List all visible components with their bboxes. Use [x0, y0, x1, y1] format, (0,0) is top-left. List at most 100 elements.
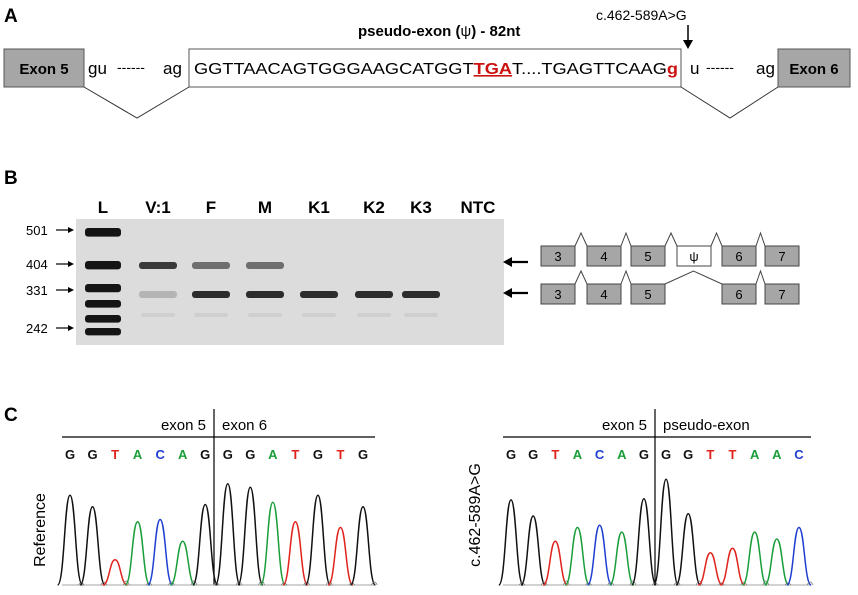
lower-product-arrowhead [503, 288, 512, 298]
panel-b: B L V:1 F M K1 K2 K3 NTC 501 404 331 242 3 4 5 ψ 6 7 3 4… [4, 168, 800, 345]
trace-noise [762, 580, 770, 586]
trace-noise [235, 581, 243, 586]
base-call-letter: G [313, 447, 323, 462]
trace-peak [56, 494, 84, 586]
base-call-letter: A [573, 447, 583, 462]
pseudo-exon-title: pseudo-exon (ψ) - 82nt [358, 23, 520, 40]
band-faint [194, 313, 228, 317]
trace-peak [282, 520, 309, 586]
variant-arrowhead [683, 40, 693, 49]
right-intron-dashes: ------ [706, 59, 734, 75]
exon-number-label: 7 [778, 249, 785, 264]
exon-number-label: 5 [644, 249, 651, 264]
lane-label: L [98, 198, 108, 217]
trace-noise [673, 581, 681, 586]
base-call-letter: G [223, 447, 233, 462]
splice-junction-line [755, 231, 766, 247]
ladder-size-arrowhead [68, 261, 74, 267]
gel-bands [85, 228, 440, 336]
trace-noise [695, 580, 703, 586]
trace-peak [79, 506, 106, 586]
exon-box-small [764, 283, 800, 305]
band-lower [139, 291, 177, 298]
trace-peak [719, 547, 746, 586]
trace-peak [653, 478, 679, 586]
chromatogram-y-label: Reference [32, 493, 49, 567]
base-call-letter: C [155, 447, 165, 462]
segment-label-left: exon 5 [602, 417, 647, 434]
exon-box-small [540, 283, 576, 305]
ladder-size-arrowhead [68, 227, 74, 233]
ladder-size-arrowhead [68, 287, 74, 293]
band-lower [402, 291, 440, 298]
trace-peak [349, 506, 377, 586]
splice-junction-line [620, 231, 632, 247]
ladder-band [85, 315, 121, 323]
trace-peak [192, 503, 219, 586]
ladder-band [85, 284, 121, 293]
exon-box-small [721, 283, 757, 305]
base-call-letter: T [291, 447, 299, 462]
base-call-letter: A [617, 447, 627, 462]
splice-junction-line [710, 231, 723, 247]
trace-noise [629, 580, 637, 586]
band-lower [246, 291, 284, 298]
band-faint [357, 313, 391, 317]
right-u-text: u [690, 59, 699, 78]
lane-label: M [258, 198, 272, 217]
variant-label: c.462-589A>G [596, 7, 687, 23]
exon-number-label: 3 [554, 249, 561, 264]
base-call-letter: C [794, 447, 804, 462]
base-call-letter: C [595, 447, 605, 462]
trace-peak [542, 540, 569, 586]
panel-c-label: C [4, 405, 18, 426]
left-ag-text: ag [163, 59, 182, 78]
band-faint [248, 313, 282, 317]
exon-box-small [586, 283, 622, 305]
trace-peak [498, 499, 524, 586]
lane-label: K1 [308, 198, 330, 217]
exon-box-small [721, 245, 757, 267]
trace-noise [325, 580, 333, 586]
ladder-band [85, 328, 121, 336]
left-splice-line [83, 86, 190, 119]
exon5-box [3, 48, 85, 88]
panel-a: A Exon 5 gu ------ ag pseudo-exon (ψ) - … [3, 6, 851, 119]
base-call-letter: T [336, 447, 344, 462]
gel-image [76, 219, 504, 345]
trace-noise [740, 581, 747, 586]
base-call-letter: T [729, 447, 737, 462]
exon-box-small [630, 283, 666, 305]
lane-label: V:1 [145, 198, 171, 217]
base-call-letter: G [639, 447, 649, 462]
splice-junction-line [664, 270, 723, 285]
trace-peak [304, 494, 332, 586]
exon-number-label: 5 [644, 287, 651, 302]
trace-peak [564, 526, 591, 586]
trace-noise [303, 581, 310, 586]
trace-noise [563, 580, 570, 586]
stop-codon: TGA [474, 61, 513, 78]
base-call-letter: A [133, 447, 143, 462]
band-faint [404, 313, 438, 317]
right-splice-line [680, 86, 779, 119]
trace-noise [585, 582, 592, 586]
segment-label-right: pseudo-exon [663, 417, 750, 434]
exon-box-small [586, 245, 622, 267]
pseudo-exon-box-small [676, 245, 712, 267]
base-call-letter: G [528, 447, 538, 462]
trace-noise [540, 581, 548, 586]
base-call-letter: G [87, 447, 97, 462]
trace-peak [147, 518, 174, 586]
trace-peak [741, 531, 768, 586]
upper-product-arrowhead [503, 257, 512, 267]
base-call-letter: G [65, 447, 75, 462]
trace-noise [190, 580, 198, 586]
band-lower [192, 291, 230, 298]
band-lower [355, 291, 393, 298]
base-call-letter: T [111, 447, 119, 462]
trace-peak [586, 524, 613, 586]
